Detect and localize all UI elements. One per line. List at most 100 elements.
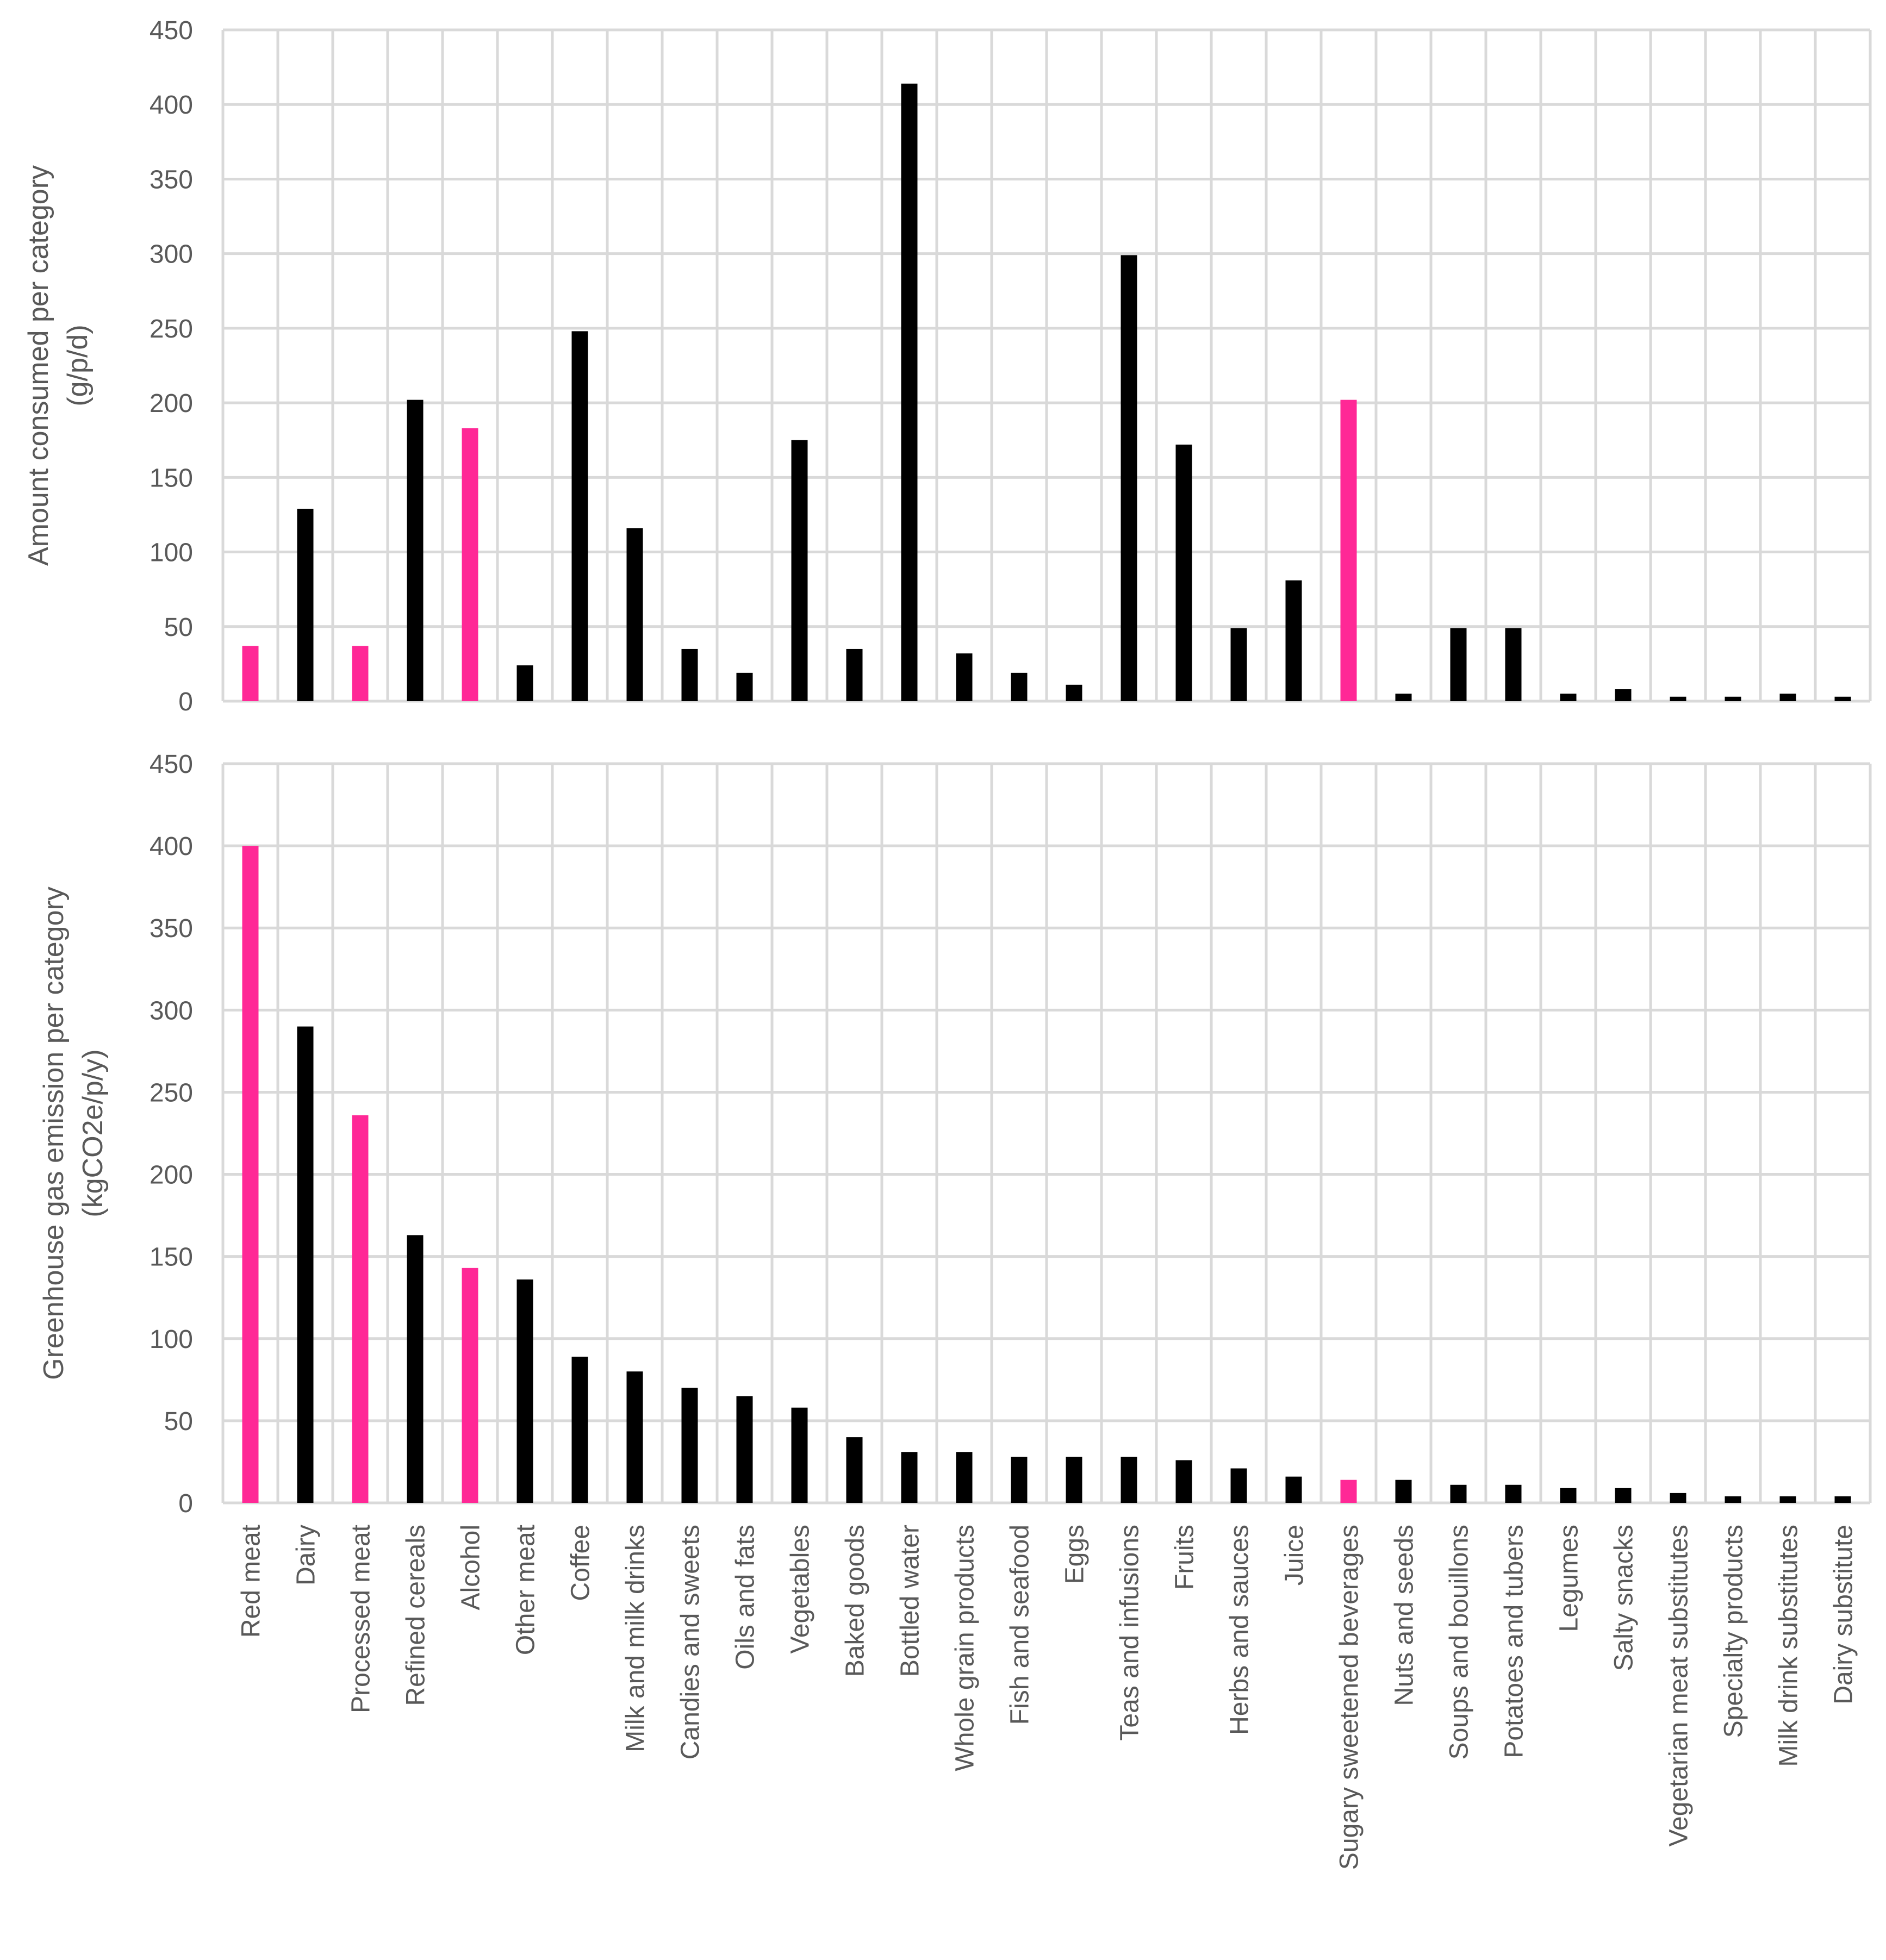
bar-milk-drink-substitutes [1779,694,1796,701]
bar-other-meat [516,1279,533,1503]
y-tick-label: 250 [150,1078,193,1107]
y-axis-label-line: Amount consumed per category [23,165,54,566]
x-tick-label: Vegetables [786,1525,815,1654]
x-tick-label: Coffee [567,1525,595,1601]
x-tick-label: Eggs [1061,1525,1090,1584]
bar-baked-goods [846,648,863,701]
bar-juice [1285,1476,1302,1503]
panel-ghg-emission: 0 50 100 150 200 250 300 350 400 450 Greenhouse ga… [38,750,1872,1518]
x-tick-label: Sugary sweetened beverages [1335,1525,1364,1870]
x-tick-label: Candies and sweets [676,1525,705,1759]
panel-amount-consumed: 0 50 100 150 200 250 300 350 400 450 Amount consum… [23,16,1872,716]
y-tick-label: 200 [150,1161,193,1190]
y-tick-label: 400 [150,91,193,120]
x-axis-category-labels: Red meat Dairy Processed meat Refined cerea… [237,1525,1858,1870]
bar-milk-and-milk-drinks [626,528,643,701]
x-tick-label: Fish and seafood [1006,1525,1035,1725]
bar-legumes [1560,694,1577,701]
bar-specialty-products [1725,1496,1741,1503]
x-tick-label: Fruits [1171,1525,1199,1590]
y-tick-label: 50 [164,1407,193,1436]
y-tick-label: 100 [150,539,193,567]
bar-whole-grain-products [956,1452,973,1503]
x-tick-label: Soups and bouillons [1445,1525,1474,1759]
bar-alcohol [462,428,478,701]
x-tick-label: Red meat [237,1525,266,1638]
y-tick-label: 0 [178,688,193,716]
y-tick-label: 450 [150,750,193,779]
bar-vegetarian-meat-substitutes [1670,696,1686,701]
bar-coffee [571,331,588,701]
x-tick-label: Teas and infusions [1116,1525,1144,1741]
y-axis-label: Greenhouse gas emission per category (kgC… [38,887,109,1380]
y-tick-label: 150 [150,1243,193,1272]
bar-dairy [297,508,314,701]
bar-candies-and-sweets [681,1388,698,1503]
bar-refined-cereals [407,400,424,701]
y-tick-label: 100 [150,1325,193,1354]
bar-teas-and-infusions [1121,1457,1137,1503]
bar-milk-drink-substitutes [1779,1496,1796,1503]
bar-nuts-and-seeds [1395,694,1412,701]
bar-milk-and-milk-drinks [626,1371,643,1503]
y-tick-label: 250 [150,315,193,344]
bar-soups-and-bouillons [1450,628,1467,701]
x-tick-label: Whole grain products [951,1525,980,1771]
y-tick-label: 300 [150,996,193,1025]
y-tick-label: 350 [150,165,193,194]
y-axis-label-line: (kgCO2e/p/y) [77,1049,109,1217]
y-tick-label: 200 [150,389,193,418]
x-tick-label: Processed meat [347,1525,376,1713]
x-tick-label: Dairy substitute [1829,1525,1858,1705]
bar-fruits [1175,444,1192,701]
bar-vegetables [791,1407,808,1503]
x-tick-label: Alcohol [457,1525,485,1610]
bar-teas-and-infusions [1121,255,1137,701]
bar-fish-and-seafood [1011,1457,1028,1503]
bar-dairy-substitute [1834,696,1851,701]
bar-baked-goods [846,1437,863,1503]
bar-juice [1285,580,1302,701]
bar-vegetables [791,440,808,701]
bar-processed-meat [352,1115,369,1503]
x-tick-label: Milk and milk drinks [621,1525,650,1752]
x-tick-label: Vegetarian meat substitutes [1665,1525,1694,1846]
bar-dairy [297,1026,314,1503]
bar-alcohol [462,1268,478,1503]
bar-fish-and-seafood [1011,672,1028,701]
bar-vegetarian-meat-substitutes [1670,1493,1686,1503]
x-tick-label: Juice [1280,1525,1309,1586]
bar-salty-snacks [1615,689,1632,701]
bar-whole-grain-products [956,653,973,701]
bar-red-meat [242,646,259,701]
x-tick-label: Oils and fats [731,1525,760,1670]
bar-candies-and-sweets [681,648,698,701]
bar-potatoes-and-tubers [1505,1484,1522,1503]
y-axis-label: Amount consumed per category (g/p/d) [23,165,94,566]
bar-eggs [1066,1457,1082,1503]
x-tick-label: Potatoes and tubers [1500,1525,1529,1758]
x-tick-label: Nuts and seeds [1390,1525,1419,1706]
y-tick-label: 300 [150,240,193,269]
bar-other-meat [516,665,533,701]
bar-sugary-sweetened-beverages [1340,400,1357,701]
bar-sugary-sweetened-beverages [1340,1480,1357,1503]
bar-potatoes-and-tubers [1505,628,1522,701]
bar-fruits [1175,1460,1192,1503]
bar-herbs-and-sauces [1230,628,1247,701]
bar-red-meat [242,846,259,1503]
y-tick-label: 0 [178,1489,193,1518]
bar-herbs-and-sauces [1230,1468,1247,1503]
y-tick-label: 150 [150,464,193,492]
bar-oils-and-fats [736,672,753,701]
x-tick-label: Bottled water [896,1525,925,1677]
bar-bottled-water [901,1452,918,1503]
bar-bottled-water [901,83,918,701]
x-tick-label: Herbs and sauces [1225,1525,1254,1735]
x-tick-label: Baked goods [841,1525,870,1677]
bar-nuts-and-seeds [1395,1480,1412,1503]
bar-eggs [1066,684,1082,701]
x-tick-label: Other meat [512,1525,540,1655]
y-tick-label: 50 [164,613,193,642]
